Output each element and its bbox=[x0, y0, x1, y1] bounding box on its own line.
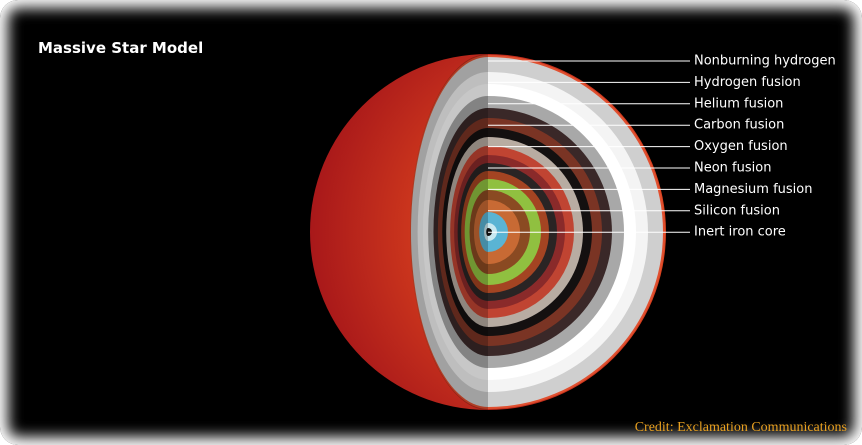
layer-label: Hydrogen fusion bbox=[694, 75, 801, 90]
layer-label: Magnesium fusion bbox=[694, 182, 813, 197]
labels: Nonburning hydrogen Hydrogen fusion Helium… bbox=[488, 54, 836, 240]
layer-label: Nonburning hydrogen bbox=[694, 54, 836, 69]
layer-label: Silicon fusion bbox=[694, 203, 780, 218]
cut-shade bbox=[410, 54, 488, 410]
layer-label: Helium fusion bbox=[694, 96, 783, 111]
layer-label: Oxygen fusion bbox=[694, 139, 788, 154]
layer-label: Carbon fusion bbox=[694, 118, 784, 133]
credit: Credit: Exclamation Communications bbox=[635, 420, 847, 435]
layer-label: Neon fusion bbox=[694, 161, 771, 176]
layer-label: Inert iron core bbox=[694, 225, 786, 240]
title: Massive Star Model bbox=[38, 39, 203, 57]
